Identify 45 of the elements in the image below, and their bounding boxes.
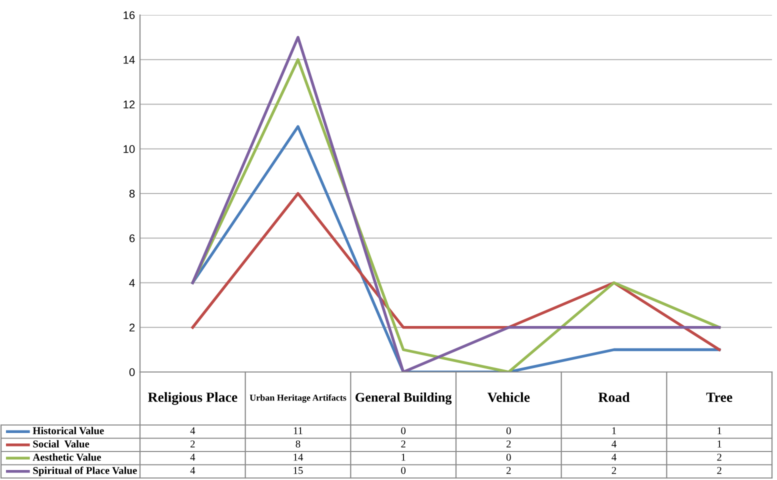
data-label: 2: [401, 440, 406, 448]
data-label: 4: [612, 454, 616, 461]
data-label: 2: [717, 454, 722, 461]
x-tick-label: Road: [598, 392, 630, 402]
data-label: 0: [401, 466, 406, 474]
data-label: 14: [294, 454, 304, 461]
y-tick-label: 12: [124, 100, 135, 108]
line-series: [191, 192, 721, 352]
x-tick-label: Urban Heritage Artifacts: [250, 394, 346, 403]
y-tick-label: 8: [129, 190, 135, 198]
data-label: 0: [506, 454, 511, 461]
legend-label: Spiritual of Place Value: [33, 466, 137, 476]
data-label: 2: [717, 466, 722, 474]
y-tick-label: 0: [129, 368, 135, 376]
y-tick-label: 2: [130, 324, 135, 332]
y-tick-label: 6: [130, 234, 135, 242]
data-label: 2: [506, 440, 511, 448]
x-tick-label: Religious Place: [148, 392, 238, 405]
data-label: 2: [190, 440, 195, 448]
data-label: 2: [506, 466, 511, 474]
legend-label: Historical Value: [32, 426, 104, 434]
data-label: 1: [718, 440, 722, 448]
data-label: 1: [718, 427, 722, 434]
y-tick-label: 10: [124, 145, 135, 154]
data-label: 15: [294, 467, 303, 474]
x-tick-label: General Building: [356, 392, 452, 405]
data-label: 8: [296, 440, 300, 448]
legend-label: Social Value: [33, 440, 90, 448]
x-tick-label: Vehicle: [487, 392, 530, 402]
line-series: [191, 125, 721, 372]
y-tick-label: 16: [124, 11, 135, 20]
data-label: 2: [612, 466, 616, 474]
y-tick-label: 14: [124, 56, 135, 64]
legend-label: Aesthetic Value: [32, 453, 101, 461]
data-label: 0: [506, 427, 511, 434]
x-tick-label: Tree: [706, 392, 732, 402]
data-label: 4: [190, 454, 196, 461]
data-label: 4: [190, 427, 196, 434]
data-label: 1: [612, 427, 616, 434]
data-label: 1: [402, 454, 406, 461]
data-label: 0: [401, 427, 406, 434]
data-label: 4: [612, 440, 616, 448]
y-tick-label: 4: [129, 279, 135, 287]
data-label: 11: [294, 427, 302, 434]
data-label: 4: [190, 467, 196, 474]
